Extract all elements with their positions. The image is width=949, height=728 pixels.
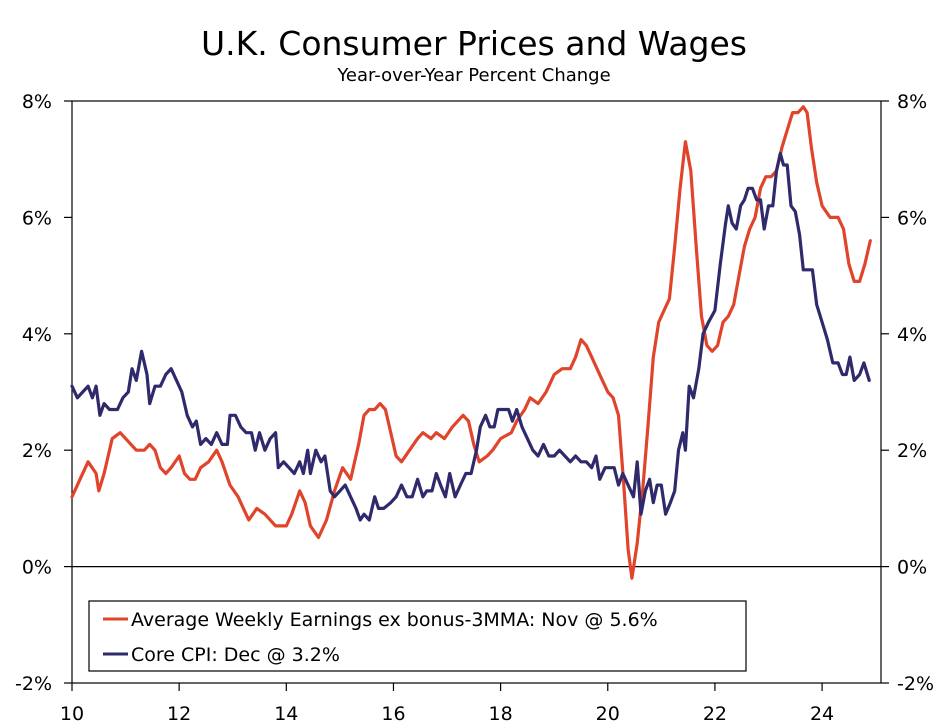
chart-subtitle: Year-over-Year Percent Change <box>336 65 610 86</box>
y-tick-label-right: -2% <box>897 673 934 695</box>
y-tick-label-right: 0% <box>897 557 927 579</box>
series-line-core-cpi <box>70 151 871 522</box>
x-tick-label: 10 <box>60 703 84 725</box>
legend: Average Weekly Earnings ex bonus-3MMA: N… <box>88 600 747 672</box>
legend-label-wages: Average Weekly Earnings ex bonus-3MMA: N… <box>131 609 658 631</box>
x-tick-label: 18 <box>489 703 513 725</box>
y-tick-label-left: 2% <box>22 440 52 462</box>
x-tick-label: 12 <box>167 703 191 725</box>
legend-box <box>88 600 747 672</box>
y-tick-label-left: 6% <box>22 207 52 229</box>
x-tick-label: 24 <box>810 703 834 725</box>
series-lines <box>70 105 872 580</box>
series-line-wages <box>70 105 872 580</box>
y-tick-label-left: -2% <box>15 673 52 695</box>
y-tick-label-right: 2% <box>897 440 927 462</box>
axis-ticks: 8% 8% 6% 6% 4% 4% 2% 2% 0% 0% -2% -2% 10 12 14 16 18 20 22… <box>15 91 934 725</box>
y-tick-label-left: 8% <box>22 91 52 113</box>
y-tick-label-left: 4% <box>22 324 52 346</box>
x-tick-label: 22 <box>703 703 727 725</box>
y-tick-label-right: 4% <box>897 324 927 346</box>
x-tick-label: 16 <box>381 703 405 725</box>
legend-label-core-cpi: Core CPI: Dec @ 3.2% <box>131 644 340 666</box>
chart-title: U.K. Consumer Prices and Wages <box>201 24 747 63</box>
plot-area-frame <box>71 100 882 684</box>
y-tick-label-right: 6% <box>897 207 927 229</box>
y-tick-label-right: 8% <box>897 91 927 113</box>
x-tick-label: 20 <box>596 703 620 725</box>
x-tick-label: 14 <box>274 703 298 725</box>
y-tick-label-left: 0% <box>22 557 52 579</box>
